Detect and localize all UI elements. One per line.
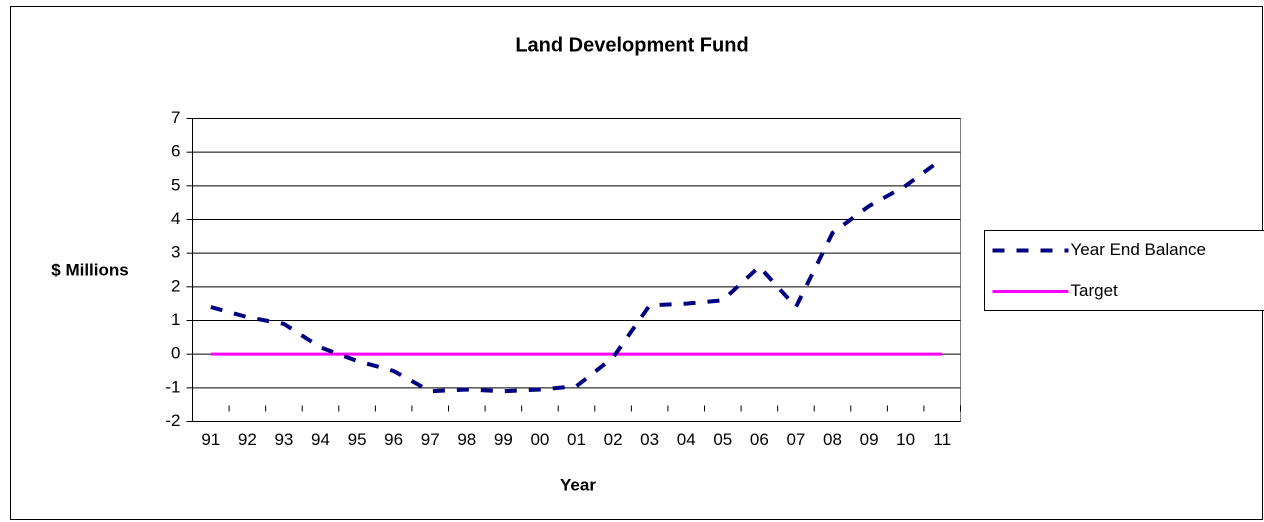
y-tick-label: 0	[171, 344, 180, 363]
x-tick-label: 03	[640, 430, 659, 449]
y-tick-label: 6	[171, 142, 180, 161]
x-tick-label: 97	[421, 430, 440, 449]
y-tick-label: 5	[171, 175, 180, 194]
y-tick-label: 1	[171, 310, 180, 329]
x-tick-label: 06	[750, 430, 769, 449]
x-tick-label: 91	[201, 430, 220, 449]
x-tick-label: 09	[860, 430, 879, 449]
x-tick-label: 10	[896, 430, 915, 449]
x-tick-label: 08	[823, 430, 842, 449]
legend-label: Year End Balance	[1071, 240, 1206, 259]
x-axis-label: Year	[560, 475, 596, 494]
y-axis-label: $ Millions	[51, 260, 128, 279]
x-tick-label: 01	[567, 430, 586, 449]
y-tick-label: 7	[171, 108, 180, 127]
legend-label: Target	[1071, 281, 1119, 300]
x-tick-label: 05	[713, 430, 732, 449]
x-tick-label: 95	[348, 430, 367, 449]
x-tick-label: 92	[238, 430, 257, 449]
x-tick-label: 02	[604, 430, 623, 449]
y-tick-label: -1	[165, 377, 180, 396]
x-tick-label: 94	[311, 430, 330, 449]
y-tick-label: 2	[171, 276, 180, 295]
x-tick-label: 99	[494, 430, 513, 449]
x-tick-label: 07	[786, 430, 805, 449]
y-tick-label: 3	[171, 243, 180, 262]
y-tick-label: 4	[171, 209, 180, 228]
x-tick-label: 98	[457, 430, 476, 449]
x-tick-label: 93	[274, 430, 293, 449]
x-tick-label: 04	[677, 430, 696, 449]
y-tick-label: -2	[165, 411, 180, 430]
series-line	[210, 157, 944, 394]
x-tick-label: 96	[384, 430, 403, 449]
chart-title: Land Development Fund	[515, 34, 748, 56]
x-tick-label: 11	[933, 430, 951, 449]
legend-box	[984, 230, 1264, 311]
x-tick-label: 00	[530, 430, 549, 449]
